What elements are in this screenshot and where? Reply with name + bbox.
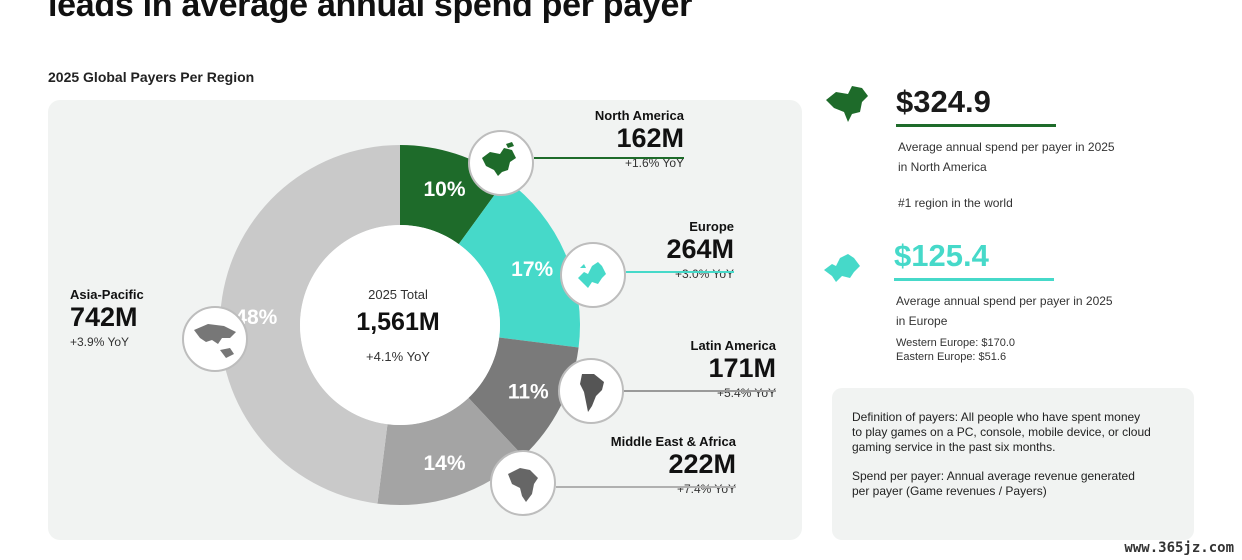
south-america-map-icon: [558, 358, 624, 424]
region-value: 162M: [616, 123, 684, 153]
donut-slice-middle-east-africa: [377, 397, 524, 505]
region-name: Latin America: [690, 338, 777, 353]
region-callout-north-america: North America 162M +1.6% YoY: [540, 108, 684, 170]
center-total-value: 1,561M: [356, 308, 440, 336]
eu-spend-rule: [894, 278, 1054, 281]
donut-slice-latin-america: [468, 337, 579, 457]
na-spend-desc-line1: Average annual spend per payer in 2025: [898, 140, 1115, 154]
center-total-label: 2025 Total: [368, 287, 428, 302]
eu-eastern-spend: Eastern Europe: $51.6: [896, 351, 1007, 363]
slice-share-label: 10%: [423, 178, 465, 201]
asia-pacific-map-icon: [182, 306, 248, 372]
chart-title: 2025 Global Payers Per Region: [48, 69, 255, 85]
region-name: Europe: [689, 219, 734, 234]
watermark: www.365jz.com: [1124, 540, 1234, 556]
north-america-map-icon: [468, 130, 534, 196]
europe-rule: [626, 271, 734, 273]
slice-share-label: 17%: [511, 258, 553, 281]
eu-spend-desc: Average annual spend per payer in 2025 i…: [896, 291, 1186, 331]
na-spend-desc: Average annual spend per payer in 2025 i…: [898, 137, 1188, 177]
na-spend-value: $324.9: [896, 84, 991, 119]
region-yoy: +1.6% YoY: [624, 156, 684, 170]
spend-definition: Spend per payer: Annual average revenue …: [852, 469, 1135, 498]
eu-western-spend: Western Europe: $170.0: [896, 337, 1016, 349]
region-callout-latin-america: Latin America 171M +5.4% YoY: [630, 338, 777, 400]
page-headline: leads in average annual spend per payer: [48, 0, 693, 24]
payers-definition: Definition of payers: All people who hav…: [852, 410, 1151, 454]
region-yoy: +5.4% YoY: [716, 386, 776, 400]
region-name: Middle East & Africa: [610, 434, 736, 449]
region-name: Asia-Pacific: [70, 287, 144, 302]
slice-share-label: 14%: [423, 452, 465, 475]
region-callout-asia-pacific: Asia-Pacific 742M +3.9% YoY: [70, 287, 210, 349]
middle-east-africa-rule: [556, 486, 736, 488]
latin-america-rule: [622, 390, 776, 392]
region-yoy: +3.9% YoY: [70, 335, 130, 349]
region-yoy: +7.4% YoY: [676, 482, 736, 496]
africa-map-icon: [490, 450, 556, 516]
eu-spend-value: $125.4: [894, 238, 989, 273]
region-value: 264M: [666, 234, 734, 264]
slice-share-label: 11%: [508, 380, 549, 403]
europe-map-icon: [824, 254, 860, 282]
region-callout-europe: Europe 264M +3.0% YoY: [590, 219, 734, 281]
eu-spend-desc-line2: in Europe: [896, 314, 948, 328]
region-yoy: +3.0% YoY: [674, 267, 734, 281]
slice-share-label: 48%: [235, 306, 277, 329]
definitions-box: Definition of payers: All people who hav…: [832, 388, 1194, 540]
na-spend-desc-line2: in North America: [898, 160, 987, 174]
region-value: 171M: [708, 353, 776, 383]
na-rank: #1 region in the world: [898, 196, 1013, 210]
region-name: North America: [594, 108, 684, 123]
donut-slice-asia-pacific: [219, 145, 400, 504]
north-america-rule: [534, 157, 684, 159]
region-value: 222M: [668, 449, 736, 479]
donut-slice-europe: [458, 179, 580, 348]
europe-map-icon: [560, 242, 626, 308]
center-total-yoy: +4.1% YoY: [366, 349, 430, 364]
eu-spend-desc-line1: Average annual spend per payer in 2025: [896, 294, 1113, 308]
north-america-map-icon: [826, 86, 868, 122]
region-callout-middle-east-africa: Middle East & Africa 222M +7.4% YoY: [580, 434, 736, 496]
na-spend-rule: [896, 124, 1056, 127]
region-value: 742M: [70, 302, 138, 332]
donut-center-hole: [300, 225, 500, 425]
